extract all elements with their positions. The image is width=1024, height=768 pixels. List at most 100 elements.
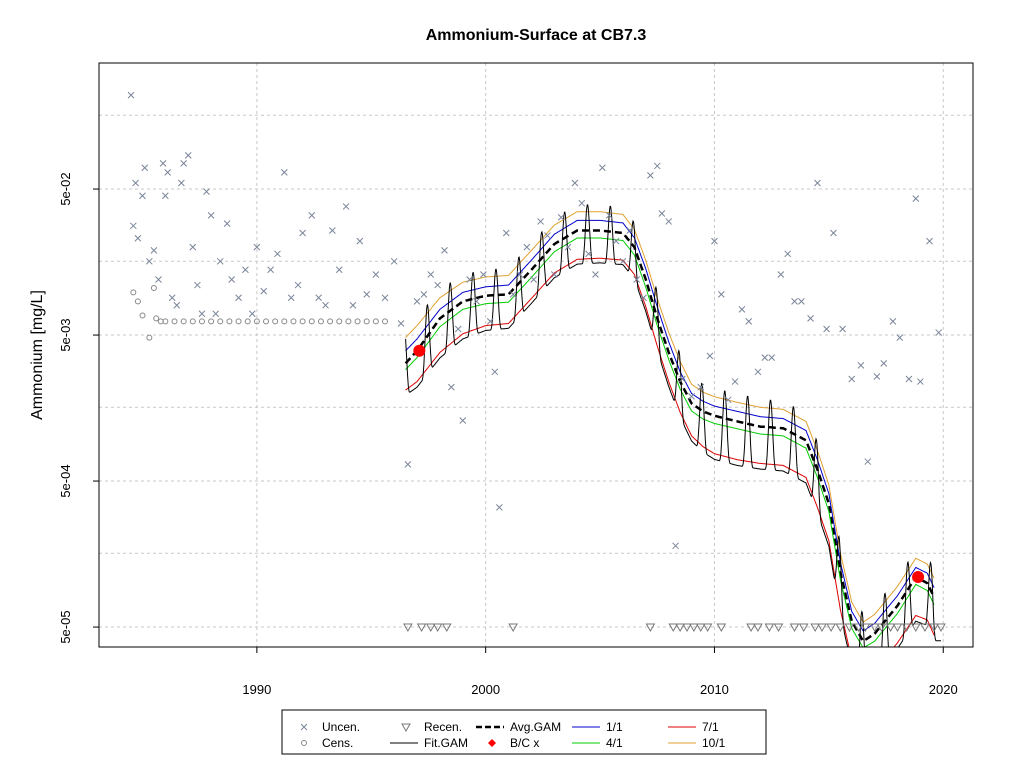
uncensored-point (329, 227, 336, 234)
uncensored-point (294, 281, 302, 289)
legend-label: 10/1 (702, 736, 726, 750)
y-tick-label: 5e-04 (58, 464, 73, 497)
plot-area (127, 91, 946, 647)
uncensored-point (647, 172, 654, 179)
recensored-point (844, 623, 855, 633)
uncensored-point (150, 247, 158, 254)
uncensored-point (404, 461, 412, 468)
x-tick-label: 2000 (471, 682, 500, 697)
uncensored-point (184, 152, 192, 159)
uncensored-point (189, 243, 197, 251)
uncensored-point (299, 229, 306, 237)
recensored-point (645, 623, 656, 633)
censored-point (317, 318, 324, 325)
uncensored-point (134, 234, 142, 242)
recensored-point (936, 623, 946, 633)
uncensored-point (413, 298, 421, 305)
uncensored-point (397, 320, 405, 327)
recensored-point (689, 623, 699, 633)
uncensored-point (168, 294, 176, 302)
legend-swatch (301, 740, 307, 746)
uncensored-point (207, 212, 215, 219)
uncensored-point (626, 227, 634, 234)
uncensored-point (592, 271, 599, 278)
censored-point (153, 315, 160, 322)
censored-point (327, 318, 334, 325)
recensored-point (929, 623, 939, 633)
bc-point (912, 571, 925, 584)
censored-point (189, 318, 196, 325)
recensored-point (920, 623, 930, 633)
legend-label: Cens. (322, 736, 353, 750)
x-tick-label: 1990 (242, 682, 271, 697)
uncensored-point (523, 243, 531, 251)
uncensored-point (161, 192, 169, 200)
recensored-point (764, 623, 775, 633)
recensored-point (508, 623, 518, 633)
recensored-point (753, 623, 763, 633)
uncensored-point (459, 417, 467, 424)
legend-item: B/C x (488, 736, 539, 750)
uncensored-point (679, 375, 686, 383)
series-line-fit-gam (405, 204, 941, 647)
uncensored-point (598, 164, 606, 172)
uncensored-point (342, 203, 350, 210)
censored-point (290, 318, 297, 325)
uncensored-point (491, 368, 499, 376)
uncensored-point (420, 290, 428, 298)
uncensored-point (381, 294, 389, 302)
y-tick-label: 5e-03 (58, 318, 73, 351)
uncensored-point (242, 266, 249, 274)
uncensored-point (287, 294, 295, 302)
recensored-point (885, 623, 896, 633)
uncensored-point (203, 188, 210, 195)
recensored-point (826, 623, 837, 633)
uncensored-point (141, 164, 149, 172)
uncensored-point (768, 354, 776, 362)
x-tick-label: 2010 (700, 682, 729, 697)
uncensored-point (260, 287, 268, 295)
uncensored-point (665, 218, 673, 225)
legend-item: 4/1 (572, 736, 623, 750)
uncensored-point (509, 290, 517, 298)
uncensored-point (441, 247, 448, 254)
legend-swatch (401, 723, 411, 733)
censored-point (134, 298, 141, 305)
censored-point (381, 318, 388, 325)
legend-item: 7/1 (668, 720, 719, 734)
censored-point (162, 318, 169, 325)
recensored-point (798, 623, 809, 633)
censored-point (244, 318, 251, 325)
uncensored-point (235, 294, 242, 302)
censored-point (253, 318, 260, 325)
censored-point (139, 312, 146, 319)
uncensored-point (537, 218, 544, 225)
y-axis-label: Ammonium [mg/L] (29, 290, 46, 420)
uncensored-point (754, 368, 762, 376)
recensored-point (901, 623, 912, 633)
uncensored-point (248, 310, 256, 318)
grid (99, 63, 973, 647)
recensored-point (810, 623, 820, 633)
legend-swatch (300, 723, 308, 731)
recensored-point (675, 623, 686, 633)
uncensored-point (372, 271, 380, 278)
uncensored-point (349, 301, 357, 309)
legend-item: Cens. (301, 736, 353, 750)
bc-point (413, 344, 426, 357)
uncensored-point (480, 271, 487, 278)
uncensored-point (706, 352, 714, 360)
recensored-point (441, 623, 452, 633)
uncensored-point (823, 325, 830, 333)
uncensored-point (905, 375, 913, 383)
censored-point (372, 318, 379, 325)
legend-item: Uncen. (300, 720, 360, 734)
recensored-point (416, 623, 427, 633)
recensored-point (817, 623, 827, 633)
uncensored-point (738, 305, 746, 313)
uncensored-point (145, 257, 153, 265)
uncensored-point (724, 396, 732, 404)
uncensored-point (223, 220, 231, 227)
uncensored-point (454, 325, 462, 333)
